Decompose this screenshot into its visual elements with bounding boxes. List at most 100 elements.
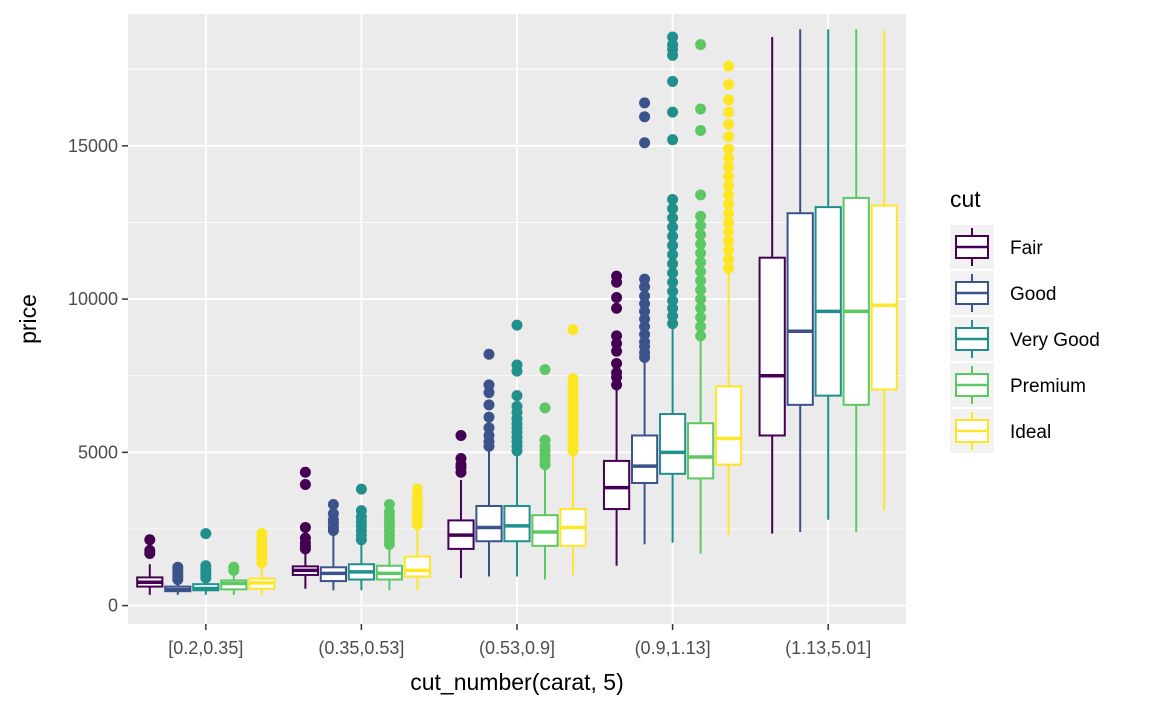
- outlier-point: [723, 198, 735, 210]
- outlier-point: [327, 508, 339, 520]
- outlier-point: [723, 235, 735, 247]
- outlier-point: [639, 321, 651, 333]
- outlier-point: [639, 298, 651, 310]
- outlier-point: [723, 79, 735, 91]
- outlier-point: [723, 143, 735, 155]
- outlier-point: [172, 561, 184, 573]
- x-tick-label: (1.13,5.01]: [785, 638, 871, 658]
- box: [531, 364, 559, 580]
- box: [447, 429, 475, 579]
- outlier-point: [695, 311, 707, 323]
- outlier-point: [639, 336, 651, 348]
- series-very-good: [192, 29, 842, 595]
- outlier-point: [723, 244, 735, 256]
- box: [503, 319, 531, 577]
- x-axis-title: cut_number(carat, 5): [410, 669, 623, 695]
- box: [403, 483, 432, 591]
- outlier-point: [667, 318, 679, 330]
- outlier-point: [639, 273, 651, 285]
- outlier-point: [639, 111, 651, 123]
- outlier-point: [667, 230, 679, 242]
- outlier-point: [695, 210, 707, 222]
- box: [220, 561, 248, 595]
- box-body: [630, 434, 659, 484]
- outlier-point: [695, 124, 707, 136]
- outlier-point: [383, 506, 395, 518]
- outlier-point: [355, 505, 367, 517]
- outlier-point: [200, 528, 212, 540]
- outlier-point: [483, 399, 495, 411]
- outlier-point: [639, 281, 651, 293]
- legend: cut Fair Good Very Good Premium Ideal: [950, 186, 1100, 453]
- outlier-point: [327, 498, 339, 510]
- outlier-point: [411, 491, 423, 503]
- outlier-point: [695, 284, 707, 296]
- x-tick-label: (0.53,0.9]: [479, 638, 555, 658]
- outlier-point: [723, 94, 735, 106]
- outlier-point: [611, 330, 623, 342]
- box: [687, 39, 715, 554]
- box: [630, 97, 659, 545]
- box-body: [715, 385, 743, 466]
- outlier-point: [483, 429, 495, 441]
- box: [658, 31, 687, 543]
- outlier-point: [511, 319, 523, 331]
- outlier-point: [667, 310, 679, 322]
- outlier-point: [695, 229, 707, 241]
- box: [814, 29, 842, 520]
- outlier-point: [299, 479, 311, 491]
- box-body: [475, 504, 503, 543]
- legend-entry-very-good: Very Good: [950, 317, 1100, 361]
- outlier-point: [539, 402, 551, 414]
- outlier-point: [383, 498, 395, 510]
- outlier-point: [695, 247, 707, 259]
- x-tick-label: [0.2,0.35]: [168, 638, 243, 658]
- outlier-point: [483, 411, 495, 423]
- outlier-point: [667, 203, 679, 215]
- box: [758, 36, 786, 534]
- x-axis: [0.2,0.35] (0.35,0.53] (0.53,0.9] (0.9,1.13…: [168, 624, 871, 658]
- outlier-point: [667, 295, 679, 307]
- outlier-point: [455, 452, 467, 464]
- box-body: [870, 204, 898, 391]
- box: [842, 29, 870, 533]
- box: [192, 528, 220, 595]
- legend-entry-good: Good: [950, 271, 1056, 315]
- y-axis-title: price: [15, 294, 41, 344]
- outlier-point: [539, 434, 551, 446]
- outlier-point: [639, 305, 651, 317]
- box-body: [503, 504, 531, 543]
- y-tick-label: 15000: [68, 136, 118, 156]
- box: [136, 534, 164, 595]
- outlier-point: [299, 466, 311, 478]
- outlier-point: [723, 226, 735, 238]
- outlier-point: [483, 422, 495, 434]
- outlier-point: [144, 544, 156, 556]
- outlier-point: [667, 221, 679, 233]
- outlier-point: [228, 561, 240, 573]
- outlier-point: [567, 373, 579, 385]
- outlier-point: [667, 239, 679, 251]
- outlier-point: [611, 357, 623, 369]
- outlier-point: [667, 39, 679, 51]
- outlier-point: [611, 367, 623, 379]
- box: [375, 498, 404, 591]
- outlier-point: [667, 106, 679, 118]
- outlier-point: [723, 170, 735, 182]
- outlier-point: [695, 293, 707, 305]
- outlier-point: [667, 302, 679, 314]
- box-body: [403, 555, 432, 578]
- outlier-point: [539, 364, 551, 376]
- outlier-point: [299, 532, 311, 544]
- box: [715, 60, 743, 536]
- box: [602, 270, 631, 566]
- outlier-point: [611, 302, 623, 314]
- box: [319, 498, 347, 591]
- outlier-point: [667, 267, 679, 279]
- outlier-point: [455, 429, 467, 441]
- outlier-point: [611, 345, 623, 357]
- outlier-point: [200, 560, 212, 572]
- outlier-point: [695, 275, 707, 287]
- outlier-point: [355, 483, 367, 495]
